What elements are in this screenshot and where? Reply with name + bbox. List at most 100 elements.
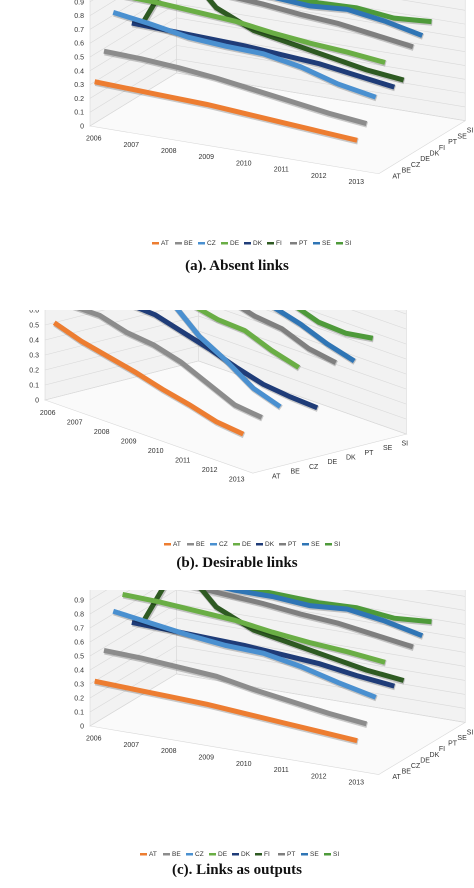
legend-swatch-PT [279,543,286,546]
legend-label-FI: FI [264,851,270,858]
z-tick-label: DK [430,151,440,158]
series-PT [190,590,415,651]
z-tick-label: PT [448,139,458,146]
y-tick-label: 0.1 [29,383,39,390]
legend-swatch-DK [232,853,239,856]
legend: AT BE CZ DE DK FI PT SE SI [140,851,339,858]
z-tick-label: CZ [411,162,421,169]
y-tick-label: 0.2 [74,696,84,703]
series-line-DE [122,591,386,665]
series-line-BE [103,647,368,727]
legend-label-DK: DK [265,541,275,548]
legend-swatch-SE [301,853,308,856]
y-tick-label: 1 [80,590,84,591]
z-tick-label: DK [430,752,440,759]
legend-label-BE: BE [172,851,181,858]
legend-label-DE: DE [230,240,240,247]
series-line-CZ [112,608,377,700]
x-tick-label: 2011 [274,767,289,774]
series-AT [52,320,246,439]
legend-swatch-SI [325,543,332,546]
series-line-SE [274,0,424,38]
series-SE [271,310,357,365]
x-tick-label: 2007 [67,419,83,426]
y-tick-label: 0.1 [74,710,84,717]
legend-swatch-FI [267,242,274,245]
legend-label-CZ: CZ [195,851,204,858]
z-tick-label: DE [420,156,430,163]
series-SE [217,590,425,640]
x-tick-label: 2011 [274,167,289,174]
legend-label-DE: DE [242,541,252,548]
legend-label-DK: DK [253,240,263,247]
y-tick-label: 0.3 [29,353,39,360]
gridline [89,590,466,643]
y-tick-label: 0.6 [74,640,84,647]
x-tick-label: 2006 [86,136,102,143]
series-line-BE [76,310,263,420]
series-line-FI [139,0,405,83]
x-tick-label: 2006 [86,736,102,743]
legend-swatch-DK [256,543,263,546]
caption-links-as-outputs: (c). Links as outputs [171,862,303,878]
series-line-AT [52,320,245,437]
legend-swatch-SI [324,853,331,856]
legend-label-AT: AT [161,240,169,247]
x-tick-label: 2010 [236,761,252,768]
z-tick-label: PT [365,450,375,457]
legend-label-PT: PT [287,851,295,858]
caption-absent-links: (a). Absent links [185,258,289,274]
z-tick-label: BE [291,469,301,476]
series-line-FI [138,590,405,683]
z-tick-label: CZ [309,464,319,471]
x-tick-label: 2013 [348,780,364,787]
z-tick-label: BE [402,769,412,776]
chart-absent-links: 00.10.20.30.40.50.60.70.80.9120062007200… [74,0,473,247]
z-tick-label: AT [392,173,401,180]
x-tick-label: 2013 [229,476,245,483]
legend-label-CZ: CZ [207,240,216,247]
series-DE [123,0,387,67]
x-tick-label: 2010 [148,448,164,455]
z-tick-label: DK [346,455,356,462]
legend-swatch-PT [290,242,297,245]
chart-panel-absent-links: 00.10.20.30.40.50.60.70.80.9120062007200… [0,0,474,255]
y-tick-label: 0.8 [74,13,84,20]
legend-swatch-CZ [210,543,217,546]
series-AT [94,79,359,145]
legend-swatch-CZ [186,853,193,856]
series-line-DE [131,0,386,65]
series-SI [237,590,433,626]
chart-panel-desirable-links: 00.10.20.30.40.50.60.70.80.9200620072008… [0,310,474,555]
z-tick-label: SI [467,729,474,736]
gridline [44,315,407,390]
y-tick-label: 0 [35,398,39,405]
legend-label-SE: SE [311,541,320,548]
y-tick-label: 0.7 [74,27,84,34]
legend-swatch-BE [163,853,170,856]
y-tick-label: 0 [80,124,84,131]
series-line-CZ [112,10,377,100]
legend-label-SI: SI [333,851,339,858]
series-CZ [174,310,283,411]
series-BE [72,310,264,422]
x-tick-label: 2013 [348,179,364,186]
x-tick-label: 2010 [236,160,252,167]
series-FI [138,590,406,685]
x-tick-label: 2012 [311,173,327,180]
legend-label-CZ: CZ [219,541,228,548]
legend-label-SI: SI [334,541,340,548]
z-tick-label: FI [439,145,445,152]
series-CZ [112,608,378,702]
y-tick-label: 0.7 [74,626,84,633]
x-tick-label: 2008 [161,748,177,755]
y-tick-label: 0.5 [74,654,84,661]
y-tick-label: 0.1 [74,110,84,117]
y-tick-label: 0.6 [74,41,84,48]
series-AT [94,678,359,745]
legend-label-AT: AT [149,851,157,858]
chart-panel-links-as-outputs: 0 0.1 0.2 0.3 0.4 0.5 0.6 0.7 0.8 0.9 1 2006 2007 200… [0,590,474,860]
series-PT [228,0,415,51]
x-tick-label: 2012 [202,467,218,474]
x-tick-label: 2007 [123,142,139,149]
